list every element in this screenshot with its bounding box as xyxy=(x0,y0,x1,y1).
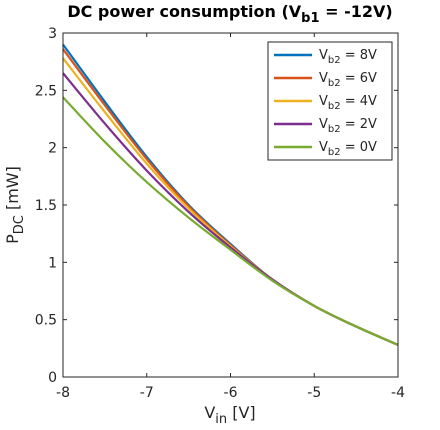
legend-label-1: Vb2 = 6V xyxy=(319,71,377,89)
x-tick-label: -5 xyxy=(307,385,321,401)
chart-title: DC power consumption (Vb1 = -12V) xyxy=(67,2,392,26)
y-tick-label: 1 xyxy=(48,255,57,271)
y-axis-label: PDC [mW] xyxy=(3,166,27,244)
y-tick-label: 1.5 xyxy=(35,198,57,214)
legend-label-4: Vb2 = 0V xyxy=(319,140,377,158)
x-tick-label: -8 xyxy=(56,385,70,401)
y-axis: 0 0.5 1 1.5 2 2.5 3 xyxy=(35,26,398,386)
x-axis: -8 -7 -6 -5 -4 xyxy=(56,33,405,401)
series-lines xyxy=(62,43,399,346)
x-tick-label: -6 xyxy=(224,385,238,401)
legend-label-3: Vb2 = 2V xyxy=(319,117,377,135)
legend-label-2: Vb2 = 4V xyxy=(319,94,377,112)
y-tick-label: 0 xyxy=(48,370,57,386)
series-line-4 xyxy=(62,96,399,346)
legend: Vb2 = 8V Vb2 = 6V Vb2 = 4V Vb2 = 2V Vb2 = 0V xyxy=(267,41,393,161)
y-tick-label: 0.5 xyxy=(35,313,57,329)
x-tick-label: -7 xyxy=(140,385,154,401)
y-tick-label: 2.5 xyxy=(35,83,57,99)
y-tick-label: 3 xyxy=(48,26,57,42)
x-tick-label: -4 xyxy=(391,385,405,401)
y-tick-label: 2 xyxy=(48,141,57,157)
legend-label-0: Vb2 = 8V xyxy=(319,48,377,66)
x-axis-label: Vin [V] xyxy=(204,403,255,427)
